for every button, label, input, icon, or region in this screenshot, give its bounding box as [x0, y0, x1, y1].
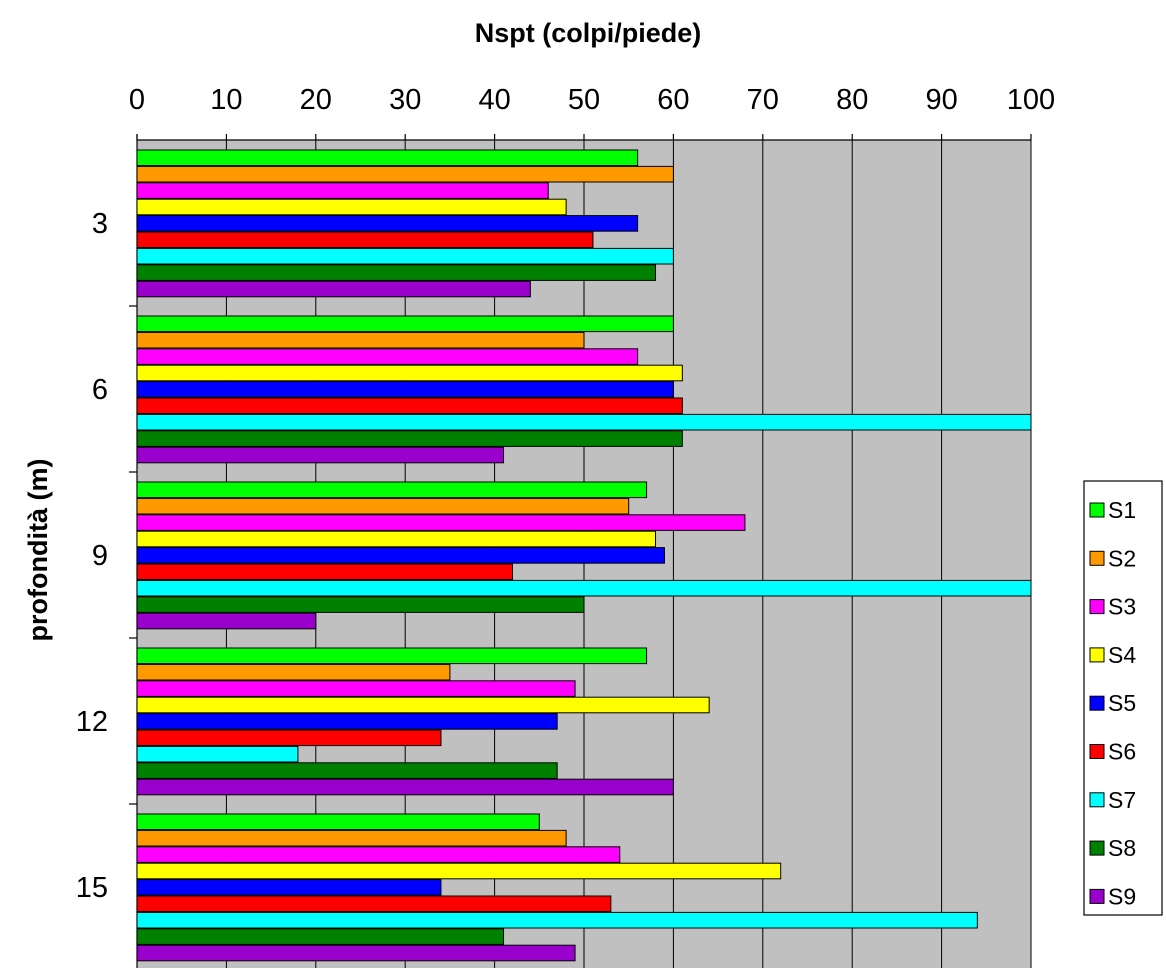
bar-s2-depth-6: [136, 331, 585, 349]
legend-label-s4: S4: [1108, 642, 1136, 668]
bar-s9-depth-6: [136, 446, 505, 464]
legend-swatch-s5: [1089, 695, 1105, 711]
bar-s4-depth-12: [136, 696, 710, 714]
bar-s2-depth-15: [136, 829, 567, 847]
y-tick-label-9: 9: [92, 540, 108, 572]
x-tick-label-80: 80: [836, 84, 868, 116]
chart-title: Nspt (colpi/piede): [475, 18, 702, 48]
bar-s5-depth-12: [136, 713, 558, 730]
bar-s4-depth-3: [136, 198, 567, 216]
bar-s7-depth-12: [136, 745, 299, 763]
bar-s8-depth-15: [136, 928, 505, 945]
bar-s6-depth-6: [136, 397, 683, 415]
bar-s3-depth-3: [136, 182, 549, 199]
bar-s3-depth-15: [136, 846, 621, 863]
bar-s9-depth-15: [136, 944, 576, 962]
bar-s5-depth-15: [136, 879, 442, 896]
bar-s1-depth-6: [136, 315, 674, 333]
legend-label-s3: S3: [1108, 594, 1136, 620]
bar-s1-depth-15: [136, 813, 540, 831]
legend-swatch-s8: [1089, 840, 1105, 856]
bar-s8-depth-12: [136, 762, 558, 779]
y-tick-label-6: 6: [92, 374, 108, 406]
bar-s2-depth-3: [136, 165, 674, 183]
bar-s5-depth-9: [136, 547, 665, 564]
x-tick-label-60: 60: [657, 84, 689, 116]
x-tick-label-30: 30: [389, 84, 421, 116]
x-tick-label-100: 100: [1007, 84, 1055, 116]
bar-s1-depth-12: [136, 647, 648, 665]
bar-s3-depth-6: [136, 348, 639, 365]
bar-s5-depth-6: [136, 381, 674, 398]
x-tick-label-50: 50: [568, 84, 600, 116]
bar-s7-depth-6: [136, 413, 1032, 431]
x-tick-label-20: 20: [300, 84, 332, 116]
bar-s6-depth-3: [136, 231, 594, 249]
legend-swatch-s2: [1089, 550, 1105, 566]
x-tick-label-0: 0: [129, 84, 145, 116]
bar-s4-depth-6: [136, 364, 683, 382]
bar-s6-depth-15: [136, 895, 612, 913]
x-tick-label-10: 10: [210, 84, 242, 116]
x-tick-label-90: 90: [925, 84, 957, 116]
legend: S1 S2 S3 S4 S5 S6 S7 S8 S9: [1083, 480, 1163, 916]
bar-s2-depth-12: [136, 663, 451, 681]
bar-s7-depth-15: [136, 911, 978, 929]
legend-label-s9: S9: [1108, 883, 1136, 909]
bar-s8-depth-3: [136, 264, 657, 281]
plot-area: 0 10 20 30 40 50 60 70 80 90 100 3 6 9 12 15: [76, 84, 1055, 968]
legend-swatch-s9: [1089, 888, 1105, 904]
legend-label-s6: S6: [1108, 739, 1136, 765]
bar-s2-depth-9: [136, 497, 630, 515]
y-tick-label-12: 12: [76, 706, 108, 738]
legend-swatch-s6: [1089, 744, 1105, 759]
legend-label-s5: S5: [1108, 690, 1136, 716]
legend-label-s8: S8: [1108, 835, 1136, 861]
bar-s7-depth-9: [136, 579, 1032, 597]
legend-swatch-s4: [1089, 647, 1105, 663]
legend-swatch-s1: [1089, 502, 1105, 518]
y-tick-label-3: 3: [92, 208, 108, 240]
bar-s4-depth-15: [136, 862, 782, 880]
bar-s6-depth-9: [136, 563, 513, 581]
legend-label-s1: S1: [1108, 497, 1136, 523]
bar-s6-depth-12: [136, 729, 442, 747]
bar-s9-depth-3: [136, 280, 531, 298]
bar-s8-depth-6: [136, 430, 683, 447]
x-tick-label-70: 70: [747, 84, 779, 116]
legend-label-s7: S7: [1108, 787, 1136, 813]
legend-swatch-s3: [1089, 599, 1105, 615]
bar-s3-depth-12: [136, 680, 576, 697]
x-tick-label-40: 40: [478, 84, 510, 116]
bar-s1-depth-9: [136, 481, 648, 499]
bar-s7-depth-3: [136, 247, 674, 265]
y-tick-label-15: 15: [76, 872, 108, 904]
bar-s3-depth-9: [136, 514, 746, 531]
legend-swatch-s7: [1089, 792, 1105, 808]
bar-s1-depth-3: [136, 149, 639, 167]
bar-s4-depth-9: [136, 530, 657, 548]
legend-label-s2: S2: [1108, 545, 1136, 571]
bar-s5-depth-3: [136, 215, 639, 232]
bar-s8-depth-9: [136, 596, 585, 613]
bar-s9-depth-12: [136, 778, 674, 796]
bar-s9-depth-9: [136, 612, 317, 630]
y-axis-label: profondità (m): [23, 459, 53, 642]
